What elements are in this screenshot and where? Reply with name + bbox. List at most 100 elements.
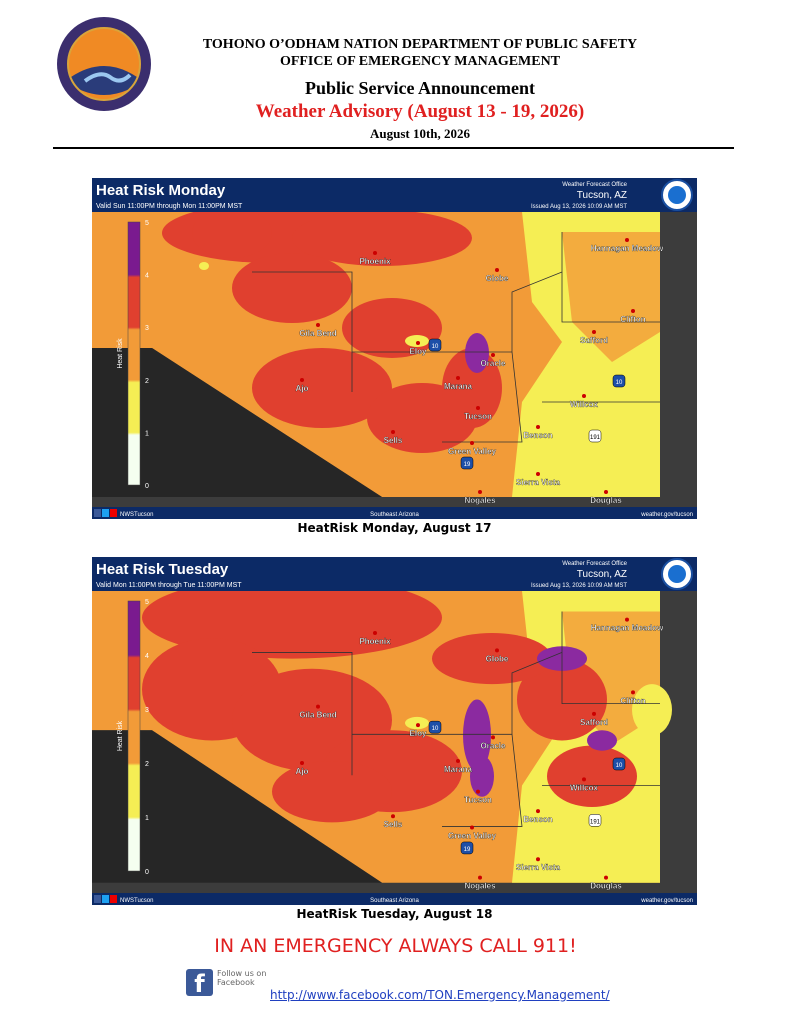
county-line (352, 271, 563, 353)
legend-tick: 0 (145, 483, 149, 490)
map: Heat Risk Monday Valid Sun 11:00PM throug… (92, 178, 697, 519)
legend-label: Heat Risk (117, 338, 124, 369)
city-dot (536, 857, 540, 862)
east-orange (562, 232, 660, 362)
city-label: Douglas (590, 496, 622, 505)
highway-shield (460, 456, 474, 470)
highway-shield (588, 814, 602, 827)
city-dot (536, 425, 540, 429)
city-label: Benson (523, 815, 552, 824)
highway-shield (460, 841, 474, 855)
heat-area (342, 298, 442, 358)
city-dot (470, 825, 474, 830)
city-dot (592, 711, 596, 716)
city-label: Green Valley (448, 831, 497, 840)
legend-tick: 4 (145, 653, 149, 660)
facebook-icon[interactable]: f (186, 969, 213, 998)
city-dot (625, 238, 629, 242)
city-label: Clifton (620, 696, 645, 705)
county-line (442, 351, 523, 443)
heat-area (442, 348, 502, 428)
city-dot (582, 777, 586, 782)
city-label: Marana (444, 382, 473, 391)
mexico (92, 730, 382, 883)
city-label: Clifton (620, 315, 645, 324)
social-icon (110, 895, 117, 903)
caption: HeatRisk Tuesday, August 18 (296, 907, 493, 921)
map-body (92, 203, 697, 512)
title-bar (92, 178, 697, 212)
heat-area (632, 684, 672, 736)
city-dot (491, 353, 495, 357)
footer-bar (92, 507, 697, 519)
county-line (561, 232, 660, 323)
facebook-link[interactable]: http://www.facebook.com/TON.Emergency.Ma… (270, 988, 610, 1002)
heat-area (432, 632, 552, 685)
city-label: Tucson (464, 796, 492, 805)
mexico (92, 348, 382, 497)
county-line (561, 611, 660, 705)
city-dot (536, 472, 540, 476)
city-dot (495, 268, 499, 272)
city-label: Nogales (464, 882, 496, 891)
org-line: OFFICE OF EMERGENCY MANAGEMENT (279, 54, 561, 69)
map-title: Heat Risk Monday (96, 182, 226, 199)
city-label: Nogales (464, 496, 496, 505)
city-dot (631, 690, 635, 695)
city-dot (300, 378, 304, 382)
city-label: Gila Bend (299, 711, 336, 720)
city-label: Oracle (481, 359, 506, 368)
org-line: TOHONO O’ODHAM NATION DEPARTMENT OF PUBL… (202, 37, 638, 52)
city-label: Safford (580, 718, 608, 727)
announcement: Public Service Announcement (305, 78, 535, 98)
social-icon (102, 509, 109, 517)
city-label: Sells (384, 820, 403, 829)
map-body (92, 576, 697, 899)
heat-area (192, 208, 272, 258)
city-dot (536, 809, 540, 814)
shield-label: 19 (464, 462, 471, 468)
emergency: IN AN EMERGENCY ALWAYS CALL 911! (214, 935, 577, 957)
shield-label: 10 (616, 763, 623, 769)
office: Weather Forecast Office (562, 182, 627, 188)
city-label: Marana (444, 765, 473, 774)
city-dot (373, 251, 377, 255)
heat-area (465, 333, 489, 373)
legend-tick: 3 (145, 325, 149, 332)
footer-right: weather.gov/tucson (640, 898, 693, 904)
heat-area (547, 745, 637, 808)
city-label: Gila Bend (299, 329, 336, 338)
city-label: Douglas (590, 882, 622, 891)
city-dot (582, 394, 586, 398)
county-line (442, 734, 523, 827)
city-dot (495, 648, 499, 653)
follow-text: Follow us on Facebook (217, 969, 267, 987)
heat-area (470, 755, 494, 797)
footer-center: Southeast Arizona (370, 898, 419, 904)
nws-logo-inner (668, 565, 686, 583)
county-line (352, 652, 563, 735)
city-dot (491, 735, 495, 740)
legend-label: Heat Risk (117, 720, 124, 751)
city-dot (604, 490, 608, 494)
city-label: Safford (580, 336, 608, 345)
office-city: Tucson, AZ (577, 569, 627, 580)
highway-shield (612, 374, 626, 388)
city-dot (478, 490, 482, 494)
legend-bar (127, 221, 141, 486)
city-dot (416, 723, 420, 728)
heat-area (199, 262, 209, 270)
heat-area (292, 210, 472, 266)
valid-time: Valid Sun 11:00PM through Mon 11:00PM MS… (96, 203, 243, 210)
social-icon (94, 509, 101, 517)
city-dot (300, 760, 304, 765)
logo (57, 17, 151, 111)
city-label: Tucson (464, 412, 492, 421)
legend-tick: 0 (145, 869, 149, 876)
city-dot (456, 376, 460, 380)
legend-tick: 2 (145, 378, 149, 385)
shield-label: 191 (590, 435, 601, 441)
city-label: Hannagan Meadow (591, 624, 664, 633)
city-label: Benson (523, 431, 552, 440)
